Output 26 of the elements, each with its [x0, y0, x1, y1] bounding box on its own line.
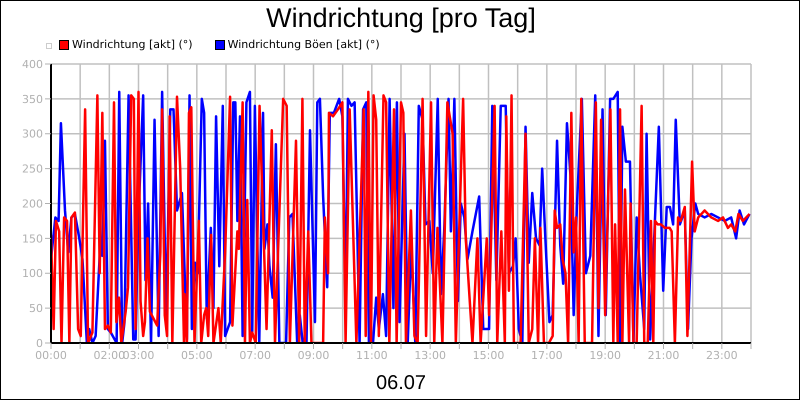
legend-label: Windrichtung Böen [akt] (°): [228, 38, 380, 51]
y-tick-label: 350: [22, 92, 43, 106]
x-tick-label: 03:00: [122, 348, 154, 362]
x-tick-label: 00:00: [35, 348, 67, 362]
y-tick-label: 200: [22, 197, 43, 210]
x-axis-title: 06.07: [376, 372, 426, 394]
y-tick-label: 100: [22, 267, 43, 280]
y-tick-label: 0: [36, 336, 43, 350]
y-tick-label: 250: [22, 162, 43, 176]
chart-title: Windrichtung [pro Tag]: [265, 3, 537, 34]
x-tick-label: 13:00: [414, 348, 446, 362]
x-tick-label: 02:00: [93, 348, 126, 362]
y-tick-label: 400: [22, 58, 43, 71]
x-tick-label: 17:00: [530, 348, 563, 362]
x-tick-label: 07:00: [239, 348, 272, 362]
x-tick-label: 21:00: [648, 348, 680, 362]
x-tick-label: 09:00: [298, 348, 330, 362]
x-tick-label: 19:00: [589, 348, 622, 362]
x-tick-label: 05:00: [180, 348, 213, 362]
y-tick-label: 50: [29, 302, 43, 316]
legend-label: Windrichtung [akt] (°): [72, 38, 193, 51]
y-tick-label: 300: [22, 128, 43, 141]
y-tick-label: 150: [22, 232, 43, 246]
x-tick-label: 11:00: [356, 348, 388, 362]
x-tick-label: 15:00: [472, 348, 504, 362]
x-tick-label: 23:00: [706, 348, 738, 362]
